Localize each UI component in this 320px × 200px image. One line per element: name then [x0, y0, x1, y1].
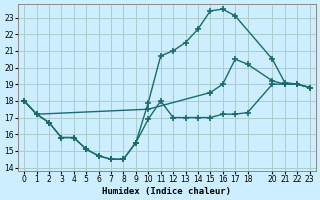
X-axis label: Humidex (Indice chaleur): Humidex (Indice chaleur): [102, 187, 231, 196]
